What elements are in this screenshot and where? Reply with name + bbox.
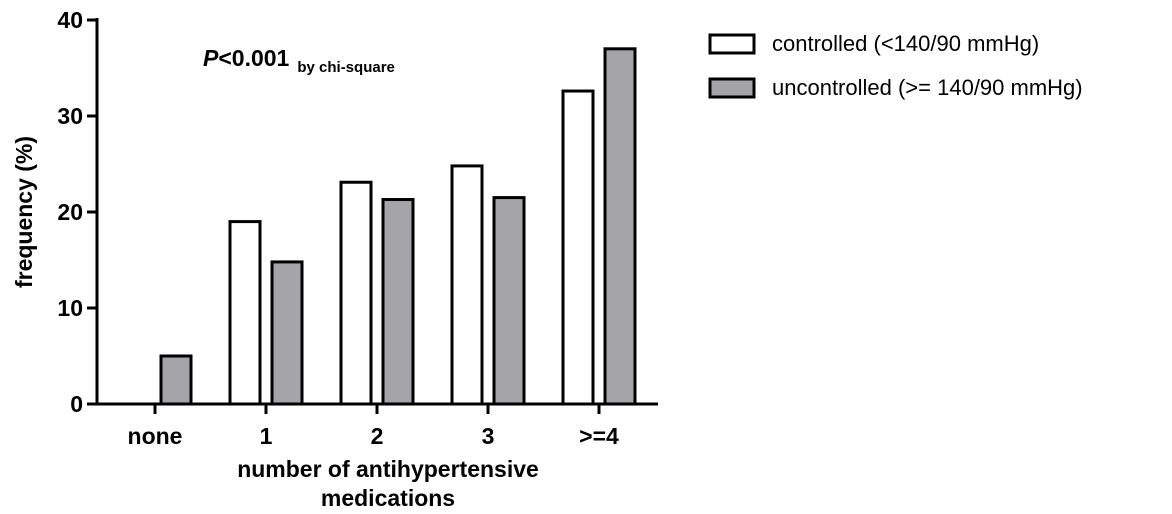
x-tick-label-4: 3	[482, 423, 495, 449]
legend-swatch-series-1	[708, 33, 756, 55]
x-tick-label-2: 1	[260, 423, 273, 449]
x-tick-label-1: none	[128, 423, 183, 449]
p-value: <0.001	[218, 45, 289, 71]
p-symbol: P	[203, 45, 219, 71]
bar-xx4-series-1	[561, 89, 595, 406]
y-tick-label-30: 30	[57, 103, 83, 129]
bar-none-series-2	[159, 354, 193, 406]
y-tick-label-0: 0	[70, 391, 83, 417]
bar-2-series-2	[381, 198, 415, 406]
legend: controlled (<140/90 mmHg) uncontrolled (>…	[708, 31, 1083, 100]
bars-group	[159, 47, 637, 406]
x-tick-label-3: 2	[371, 423, 384, 449]
legend-swatch-series-2	[708, 77, 756, 99]
test-name: by chi-square	[297, 59, 395, 76]
bar-xx4-series-2	[603, 47, 637, 406]
y-tick-label-20: 20	[57, 199, 83, 225]
y-axis-label: frequency (%)	[11, 136, 37, 288]
bar-1-series-2	[270, 260, 304, 406]
x-axis-label-line-2: medications	[321, 485, 455, 511]
x-tick-label-5: >=4	[579, 423, 619, 449]
bar-1-series-1	[228, 220, 262, 406]
legend-label-series-1: controlled (<140/90 mmHg)	[772, 31, 1039, 56]
legend-label-series-2: uncontrolled (>= 140/90 mmHg)	[772, 75, 1083, 100]
bar-2-series-1	[339, 180, 373, 406]
y-tick-label-40: 40	[57, 7, 83, 33]
y-tick-label-10: 10	[57, 295, 83, 321]
x-axis-label-line-1: number of antihypertensive	[237, 456, 539, 482]
bar-3-series-2	[492, 196, 526, 406]
significance-annotation: P<0.001 by chi-square	[203, 45, 395, 76]
ticks-group: 0 10 20 30 40 none 1 2 3 >=4	[57, 7, 619, 449]
bar-3-series-1	[450, 164, 484, 406]
